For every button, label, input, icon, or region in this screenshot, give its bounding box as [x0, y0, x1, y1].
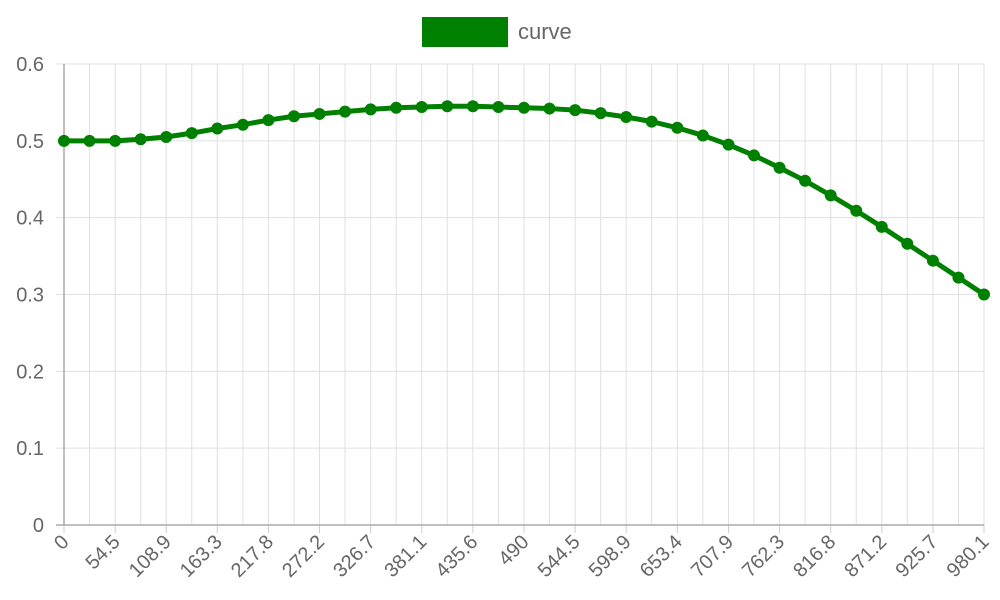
data-point[interactable] [492, 101, 505, 114]
data-point[interactable] [339, 105, 352, 118]
y-tick-label: 0.5 [16, 131, 44, 153]
data-point[interactable] [594, 107, 607, 120]
x-tick-label: 980.1 [943, 531, 994, 582]
data-point[interactable] [134, 133, 147, 146]
data-point[interactable] [211, 122, 224, 135]
y-tick-labels: 0 0.1 0.2 0.3 0.4 0.5 0.6 [16, 54, 44, 537]
x-tick-label: 381.1 [380, 531, 431, 582]
x-tick-label: 435.6 [431, 531, 482, 582]
data-point[interactable] [645, 115, 658, 128]
data-point[interactable] [722, 138, 735, 151]
x-tick-label: 0 [50, 531, 73, 554]
x-tick-labels: 0 54.5 108.9 163.3 217.8 272.2 326.7 381.1 435.6… [50, 531, 993, 582]
y-tick-label: 0.3 [16, 285, 44, 307]
data-point[interactable] [109, 134, 122, 147]
x-tick-label: 871.2 [840, 531, 891, 582]
y-tick-label: 0 [33, 515, 44, 537]
data-point[interactable] [952, 271, 965, 284]
data-point[interactable] [978, 288, 990, 301]
y-tick-label: 0.6 [16, 54, 44, 76]
data-point[interactable] [185, 127, 198, 140]
data-point[interactable] [569, 104, 582, 117]
data-point[interactable] [748, 149, 761, 162]
y-tick-label: 0.4 [16, 208, 44, 230]
data-point[interactable] [875, 220, 888, 233]
data-point[interactable] [850, 204, 863, 217]
data-point[interactable] [236, 118, 249, 131]
legend-swatch [422, 17, 508, 47]
data-point[interactable] [58, 134, 70, 147]
data-point[interactable] [441, 100, 454, 113]
y-tick-label: 0.2 [16, 361, 44, 383]
y-tick-label: 0.1 [16, 438, 44, 460]
x-tick-label: 54.5 [82, 531, 125, 574]
data-point[interactable] [926, 254, 939, 267]
data-point[interactable] [901, 237, 914, 250]
data-point[interactable] [773, 161, 786, 174]
series [58, 100, 990, 301]
x-tick-label: 326.7 [329, 531, 380, 582]
data-point[interactable] [543, 102, 556, 115]
data-point[interactable] [671, 121, 684, 134]
data-point[interactable] [824, 189, 837, 202]
x-tick-label: 653.4 [636, 531, 687, 582]
data-point[interactable] [620, 111, 633, 124]
x-tick-label: 544.5 [534, 531, 585, 582]
x-tick-label: 490 [494, 531, 533, 570]
legend-label: curve [518, 19, 572, 44]
data-point[interactable] [696, 129, 709, 142]
data-point[interactable] [390, 101, 403, 114]
data-point[interactable] [799, 174, 812, 187]
x-tick-label: 707.9 [687, 531, 738, 582]
data-point[interactable] [364, 103, 377, 116]
legend[interactable]: curve [422, 17, 572, 47]
data-point[interactable] [466, 100, 479, 113]
data-point[interactable] [160, 130, 173, 143]
data-point[interactable] [415, 101, 428, 114]
x-tick-label: 598.9 [585, 531, 636, 582]
x-tick-label: 272.2 [278, 531, 329, 582]
data-point[interactable] [83, 134, 96, 147]
data-point[interactable] [313, 107, 326, 120]
data-point[interactable] [517, 101, 530, 114]
x-tick-label: 163.3 [176, 531, 227, 582]
data-point[interactable] [287, 110, 300, 123]
x-tick-label: 762.3 [738, 531, 789, 582]
x-tick-label: 925.7 [892, 531, 943, 582]
x-tick-label: 108.9 [125, 531, 176, 582]
x-tick-label: 816.8 [789, 531, 840, 582]
data-point[interactable] [262, 114, 275, 127]
x-tick-label: 217.8 [227, 531, 278, 582]
